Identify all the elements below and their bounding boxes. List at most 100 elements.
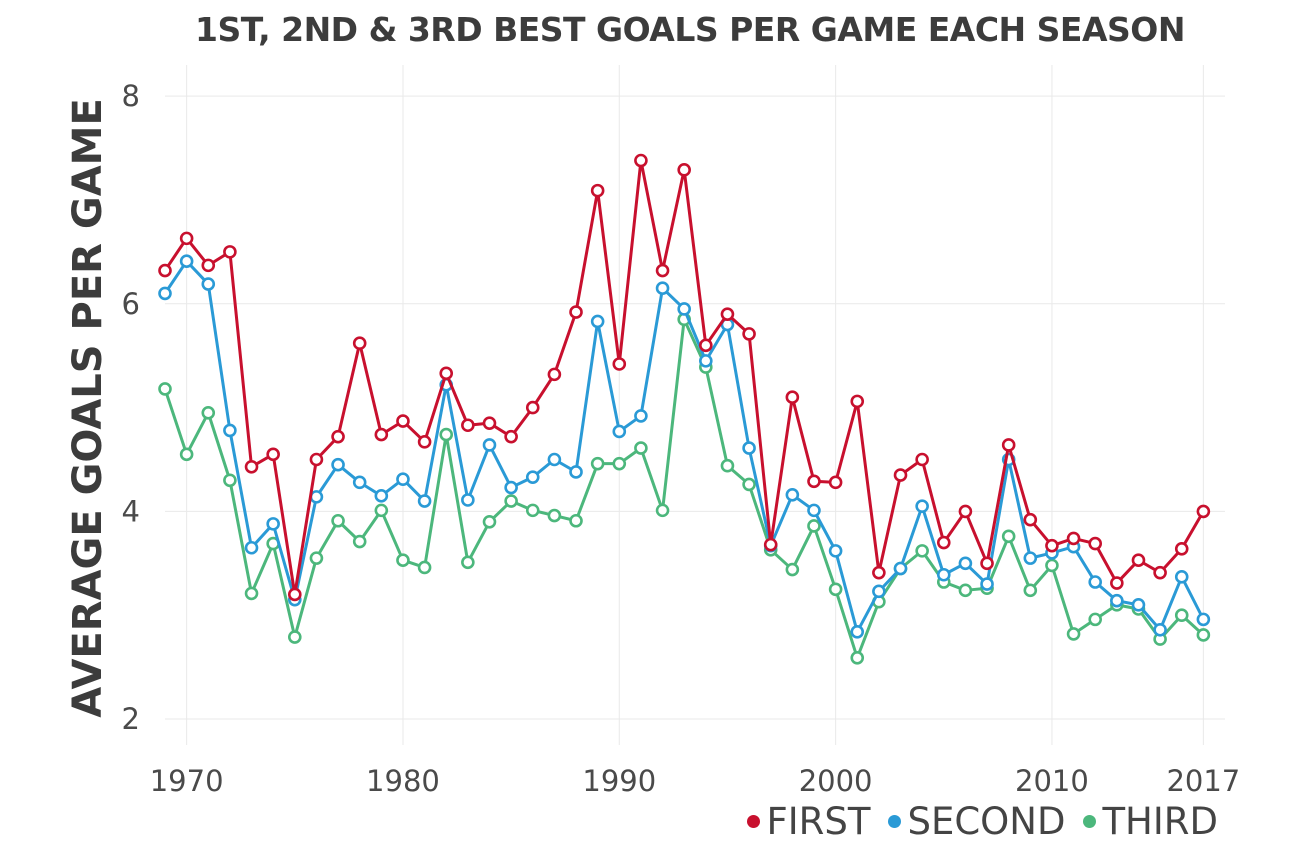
- legend-marker: [888, 815, 902, 828]
- data-point: [893, 561, 908, 576]
- data-point: [958, 583, 973, 598]
- data-point: [807, 519, 821, 533]
- data-point: [223, 423, 237, 438]
- data-point: [158, 263, 172, 278]
- data-point: [1196, 628, 1211, 642]
- data-point: [1196, 504, 1211, 519]
- data-point: [525, 503, 540, 518]
- data-point: [525, 400, 540, 415]
- data-point: [179, 254, 194, 269]
- data-point: [504, 480, 518, 495]
- series-line-first: [163, 159, 1205, 596]
- data-point: [352, 534, 367, 549]
- data-point: [936, 567, 951, 582]
- data-point: [828, 544, 843, 558]
- x-tick-label: 2010: [1015, 764, 1089, 798]
- data-point: [1001, 529, 1016, 544]
- data-point: [569, 305, 583, 319]
- data-point: [612, 456, 627, 471]
- data-point: [374, 503, 389, 518]
- data-point: [374, 489, 389, 503]
- y-axis-ticks: 2 4 6 8: [122, 79, 140, 736]
- data-point: [569, 465, 583, 479]
- data-point: [655, 503, 670, 518]
- data-point: [655, 281, 670, 296]
- data-point: [504, 429, 518, 444]
- data-point: [677, 302, 691, 316]
- data-point: [461, 493, 475, 507]
- data-point: [482, 514, 497, 529]
- data-point: [201, 277, 216, 291]
- legend-label: THIRD: [1102, 800, 1218, 843]
- y-axis-label: AVERAGE GOALS PER GAME: [65, 98, 111, 718]
- data-point: [309, 452, 324, 467]
- data-point: [1088, 612, 1103, 627]
- data-point: [352, 475, 367, 490]
- data-point: [742, 441, 756, 455]
- data-point: [742, 477, 756, 492]
- gridlines: [165, 65, 1225, 745]
- data-point: [201, 258, 216, 273]
- data-point: [1131, 598, 1146, 612]
- data-point: [374, 427, 389, 442]
- data-point: [1153, 565, 1167, 580]
- data-point: [331, 513, 345, 528]
- data-point: [915, 544, 929, 558]
- x-tick-label: 1970: [150, 764, 224, 798]
- data-point: [1066, 531, 1081, 546]
- chart-title: 1ST, 2ND & 3RD BEST GOALS PER GAME EACH …: [195, 10, 1185, 49]
- data-point: [417, 560, 432, 575]
- data-point: [893, 468, 908, 482]
- legend-marker: [1083, 815, 1097, 828]
- data-point: [1023, 583, 1038, 598]
- data-point: [331, 429, 345, 444]
- data-point: [590, 314, 605, 329]
- data-point: [504, 494, 518, 508]
- data-point: [396, 472, 410, 487]
- data-point: [1174, 608, 1189, 623]
- data-point: [547, 452, 562, 467]
- data-point: [201, 405, 216, 420]
- data-point: [1045, 558, 1059, 573]
- legend-marker: [747, 815, 761, 828]
- data-point: [807, 474, 821, 489]
- data-point: [309, 551, 324, 565]
- data-point: [677, 163, 691, 177]
- data-point: [417, 435, 432, 449]
- data-point: [828, 582, 843, 597]
- data-point: [590, 183, 605, 198]
- data-point: [807, 503, 821, 518]
- data-point: [936, 535, 951, 550]
- data-point: [612, 424, 627, 439]
- data-point: [1023, 512, 1038, 527]
- legend-item-third: THIRD: [1083, 800, 1218, 843]
- data-point: [785, 390, 800, 405]
- data-point: [1174, 570, 1189, 584]
- data-point: [850, 650, 865, 665]
- data-point: [1001, 438, 1016, 452]
- data-point: [266, 447, 280, 462]
- y-tick-label: 8: [122, 79, 140, 113]
- data-point: [396, 553, 410, 568]
- data-point: [331, 457, 345, 472]
- legend-label: FIRST: [766, 800, 871, 843]
- data-point: [634, 153, 648, 168]
- data-point: [179, 447, 194, 462]
- data-point: [634, 441, 648, 455]
- legend-item-first: FIRST: [747, 800, 870, 843]
- data-point: [352, 336, 367, 351]
- data-point: [417, 494, 432, 508]
- data-point: [1023, 551, 1038, 565]
- data-point: [439, 427, 454, 442]
- data-point: [1196, 612, 1211, 627]
- data-point: [872, 565, 886, 580]
- data-point: [525, 470, 540, 484]
- data-point: [482, 438, 497, 452]
- legend-label: SECOND: [907, 800, 1066, 843]
- data-point: [287, 587, 302, 602]
- data-point: [461, 555, 475, 570]
- data-point: [915, 452, 929, 467]
- data-point: [872, 584, 886, 599]
- data-point: [1088, 536, 1103, 551]
- data-point: [785, 488, 800, 502]
